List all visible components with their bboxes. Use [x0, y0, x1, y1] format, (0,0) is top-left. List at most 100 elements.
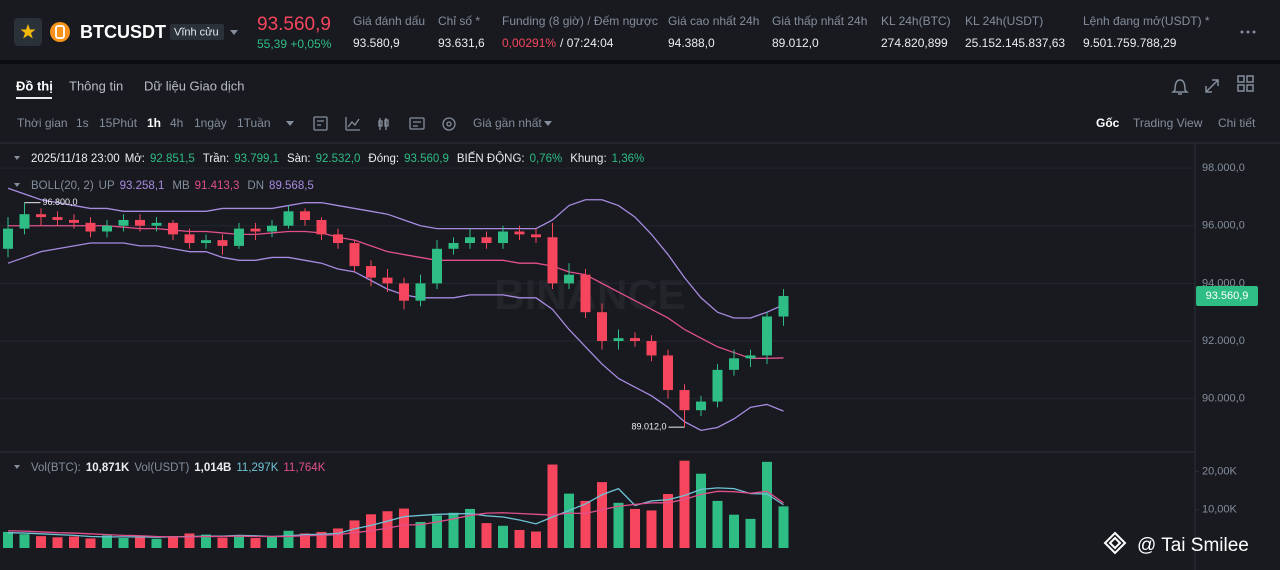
coin-icon [50, 22, 70, 42]
candle-body [168, 222, 178, 235]
indicator-value: 89.568,5 [269, 180, 314, 192]
view-option[interactable]: Trading View [1133, 116, 1203, 130]
volume-bar [448, 512, 459, 548]
candle-body [366, 266, 376, 278]
volume-bar [465, 508, 475, 548]
y-tick-label: 96.000,0 [1202, 220, 1245, 232]
candle-body [432, 248, 442, 284]
symbol: BTCUSDT [80, 22, 166, 42]
volume-bar [580, 500, 591, 548]
boll-caret[interactable] [14, 183, 20, 187]
volume-bar [283, 530, 294, 548]
candle-body [52, 217, 63, 220]
interval[interactable]: 15Phút [99, 116, 138, 130]
symbol-caret[interactable] [230, 30, 238, 35]
view-option[interactable]: Gốc [1096, 116, 1120, 130]
candle-body [696, 401, 706, 411]
last-price: 93.560,9 [257, 14, 331, 35]
interval[interactable]: 1h [147, 116, 161, 130]
volume-bar [234, 534, 244, 548]
tab[interactable]: Đồ thị [16, 78, 53, 93]
volume-bar [415, 521, 426, 548]
candle-body [547, 237, 558, 284]
volume-bar [168, 536, 178, 548]
volume-bar [597, 482, 607, 548]
tool-icons[interactable] [313, 116, 456, 131]
candle-body [19, 214, 30, 229]
indicator-value: 93.258,1 [120, 180, 165, 192]
candle-body [663, 355, 673, 391]
candle-body [415, 283, 426, 301]
candle-body [217, 240, 228, 246]
candle-body [597, 312, 607, 342]
y-tick-label: 90.000,0 [1202, 393, 1245, 405]
candle-body [613, 338, 624, 342]
volume-bar [118, 538, 129, 548]
stat-value: 9.501.759.788,29 [1083, 36, 1177, 50]
stat-value: 93.631,6 [438, 36, 485, 50]
candle-body [201, 240, 211, 244]
y-tick-label: 20,00K [1202, 465, 1238, 477]
candle-body [531, 234, 541, 238]
volume-bar [679, 460, 690, 548]
volume-bar [481, 523, 492, 548]
indicator-name: BOLL(20, 2) [31, 180, 94, 192]
volume-bar [547, 464, 558, 548]
interval[interactable]: 1Tuần [237, 116, 271, 130]
volume-bar [432, 515, 442, 548]
candle-body [151, 222, 162, 226]
interval[interactable]: 1ngày [194, 116, 227, 130]
contract: Vĩnh cửu [174, 26, 219, 38]
price-type[interactable]: Giá gần nhất [473, 116, 542, 130]
coin-glyph [55, 25, 65, 39]
interval[interactable]: 1s [76, 116, 89, 130]
vol-caret[interactable] [14, 465, 20, 469]
info-value: 1,36% [612, 153, 645, 165]
candle-body [679, 390, 690, 411]
volume-bar [564, 493, 574, 548]
volume-bar [250, 538, 261, 548]
volume-bar [696, 473, 706, 548]
volume-bar [316, 531, 327, 548]
candle-body [399, 283, 409, 301]
stat-label: Giá cao nhất 24h [668, 14, 759, 28]
candle-body [465, 237, 475, 244]
credit: @ Tai Smilee [1137, 535, 1249, 556]
interval[interactable]: 4h [170, 116, 183, 130]
extreme-label: 96.800,0 [43, 197, 78, 207]
stat-label: Lệnh đang mở(USDT) * [1083, 14, 1210, 28]
volume-legend-label: Vol(USDT) [134, 462, 189, 474]
volume-bar [201, 534, 211, 548]
stat-label: Giá đánh dấu [353, 14, 425, 28]
panel-icons[interactable] [1171, 75, 1254, 95]
stat-value: 93.580,9 [353, 36, 400, 50]
candle-body [646, 341, 657, 356]
view-option[interactable]: Chi tiết [1218, 116, 1256, 130]
candle-body [69, 219, 79, 223]
volume-bar [151, 538, 162, 548]
stat-label: KL 24h(USDT) [965, 14, 1043, 28]
indicator-key: DN [247, 180, 264, 192]
tab[interactable]: Dữ liệu Giao dịch [144, 78, 244, 93]
info-value: 93.560,9 [404, 153, 449, 165]
info-label: Sàn: [287, 153, 311, 165]
boll-line [7, 187, 784, 319]
candle-body [778, 296, 789, 317]
volume-bar [52, 537, 63, 548]
more-menu[interactable] [1240, 30, 1256, 34]
tab[interactable]: Thông tin [69, 78, 123, 93]
candle-body [448, 243, 459, 249]
info-value: 92.851,5 [150, 153, 195, 165]
candle-body [712, 369, 723, 402]
stat-value: 0,00291% [502, 36, 556, 50]
stat-value: 25.152.145.837,63 [965, 36, 1065, 50]
price-change: 55,39 +0,05% [257, 37, 332, 51]
y-tick-label: 98.000,0 [1202, 162, 1245, 174]
info-caret[interactable] [14, 156, 20, 160]
candle-body [630, 338, 640, 342]
candle-body [481, 237, 492, 244]
indicator-key: UP [99, 180, 115, 192]
interval-caret[interactable] [286, 121, 294, 126]
price-type-caret[interactable] [544, 121, 552, 126]
volume-bar [630, 508, 640, 548]
